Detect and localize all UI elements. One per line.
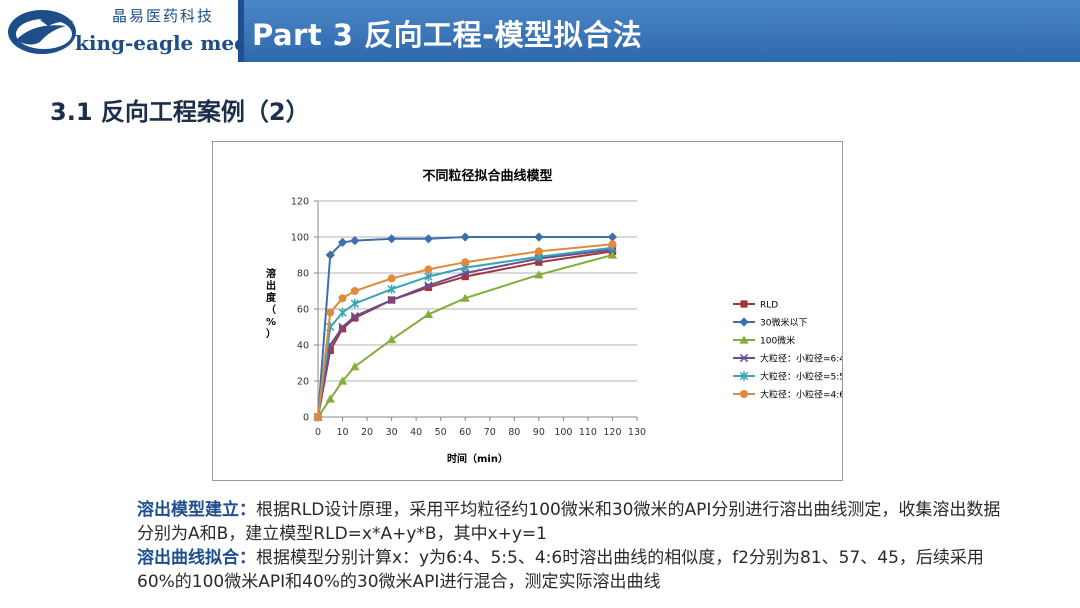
- logo-english-text: king-eagle med: [75, 31, 249, 55]
- data-point-0: [535, 258, 543, 266]
- data-point-0: [351, 314, 359, 322]
- data-point-2: [350, 362, 360, 371]
- dissolution-chart: 不同粒径拟合曲线模型 0 20 40 60 80 100 120 0 10 20 30 40 50 60 70…: [266, 168, 845, 465]
- data-point-4: [387, 284, 396, 294]
- data-point-5: [608, 240, 617, 249]
- data-point-5: [461, 258, 470, 267]
- page-title: Part 3 反向工程-模型拟合法: [252, 18, 643, 52]
- data-point-2: [325, 394, 335, 403]
- data-point-2: [387, 335, 397, 344]
- data-point-4: [424, 272, 433, 282]
- x-tick-label: 60: [459, 427, 471, 438]
- y-tick-label: 120: [291, 197, 309, 208]
- data-point-1: [534, 232, 544, 242]
- data-point-4: [338, 308, 347, 318]
- data-point-5: [424, 265, 433, 274]
- data-point-1: [325, 250, 335, 260]
- data-point-1: [460, 232, 470, 242]
- paragraph-fitting-label: 溶出曲线拟合：: [137, 548, 256, 568]
- logo: 晶易医药科技 king-eagle med: [0, 0, 248, 62]
- y-tick-label: 60: [297, 305, 309, 316]
- data-point-2: [607, 250, 618, 259]
- data-point-1: [423, 234, 434, 244]
- data-point-1: [350, 236, 360, 246]
- legend-label-0: RLD: [760, 301, 778, 311]
- y-axis-label: 溶出度（%）: [266, 267, 277, 340]
- paragraph-fitting: 溶出曲线拟合：根据模型分别计算x：y为6:4、5:5、4:6时溶出曲线的相似度，…: [137, 546, 1017, 594]
- legend-marker-0: [740, 300, 748, 308]
- x-tick-label: 0: [315, 427, 321, 438]
- x-tick-label: 100: [554, 427, 572, 438]
- data-point-4: [350, 299, 359, 309]
- x-tick-label: 120: [603, 427, 621, 438]
- data-point-0: [424, 283, 433, 291]
- x-axis-label: 时间（min）: [447, 452, 508, 465]
- logo-chinese-text: 晶易医药科技: [112, 7, 215, 25]
- data-point-1: [337, 237, 348, 247]
- legend-label-4: 大粒径：小粒径=5:5: [760, 371, 842, 383]
- header-accent: [238, 0, 244, 62]
- legend-marker-4: [739, 371, 749, 381]
- chart-frame: 不同粒径拟合曲线模型 0 20 40 60 80 100 120 0 10 20 30 40 50 60 70…: [212, 141, 845, 481]
- y-tick-label: 40: [297, 341, 309, 352]
- data-point-0: [338, 325, 347, 333]
- data-point-3: [387, 295, 396, 305]
- y-tick-label: 100: [291, 233, 309, 244]
- y-tick-label: 0: [303, 413, 309, 424]
- legend-label-1: 30微米以下: [760, 317, 807, 329]
- legend-label-5: 大粒径：小粒径=4:6: [760, 389, 842, 401]
- description: 溶出模型建立：根据RLD设计原理，采用平均粒径约100微米和30微米的API分别…: [137, 498, 1017, 594]
- x-tick-label: 90: [533, 427, 545, 438]
- chart-title: 不同粒径拟合曲线模型: [422, 168, 552, 184]
- data-point-5: [338, 294, 347, 303]
- paragraph-model: 溶出模型建立：根据RLD设计原理，采用平均粒径约100微米和30微米的API分别…: [137, 498, 1017, 546]
- data-point-2: [423, 309, 434, 318]
- x-tick-label: 10: [336, 427, 348, 438]
- x-tick-label: 110: [579, 427, 597, 438]
- x-tick-label: 50: [435, 427, 447, 438]
- paragraph-model-text: 根据RLD设计原理，采用平均粒径约100微米和30微米的API分别进行溶出曲线测…: [137, 500, 1001, 544]
- data-point-5: [350, 287, 359, 295]
- legend-marker-1: [739, 317, 749, 327]
- x-tick-label: 80: [508, 427, 520, 438]
- x-tick-label: 70: [484, 427, 496, 438]
- x-tick-label: 30: [386, 427, 398, 438]
- paragraph-fitting-text: 根据模型分别计算x：y为6:4、5:5、4:6时溶出曲线的相似度，f2分别为81…: [137, 548, 984, 592]
- data-point-2: [460, 293, 470, 302]
- legend-label-3: 大粒径：小粒径=6:4: [760, 353, 842, 365]
- section-title: 3.1 反向工程案例（2）: [50, 98, 310, 126]
- legend-marker-5: [740, 390, 748, 398]
- x-tick-label: 20: [361, 427, 373, 438]
- data-point-5: [326, 308, 335, 317]
- data-point-1: [387, 234, 397, 244]
- data-point-1: [607, 232, 618, 242]
- data-point-3: [424, 281, 433, 290]
- eagle-logo-icon: [8, 10, 76, 54]
- header-bar: Part 3 反向工程-模型拟合法: [238, 0, 1080, 62]
- y-tick-label: 20: [297, 377, 309, 388]
- paragraph-model-label: 溶出模型建立：: [137, 500, 256, 520]
- data-point-2: [534, 270, 544, 279]
- data-point-0: [461, 273, 469, 281]
- y-tick-label: 80: [297, 269, 309, 280]
- x-tick-label: 40: [410, 427, 422, 438]
- data-point-5: [387, 274, 396, 283]
- data-point-3: [350, 312, 359, 321]
- x-tick-label: 130: [628, 427, 646, 438]
- legend-label-2: 100微米: [760, 335, 795, 347]
- data-point-3: [338, 322, 347, 332]
- legend-marker-3: [739, 353, 749, 363]
- data-point-5: [534, 247, 543, 256]
- data-point-2: [337, 376, 348, 385]
- legend-marker-2: [739, 335, 749, 344]
- data-point-5: [314, 413, 322, 421]
